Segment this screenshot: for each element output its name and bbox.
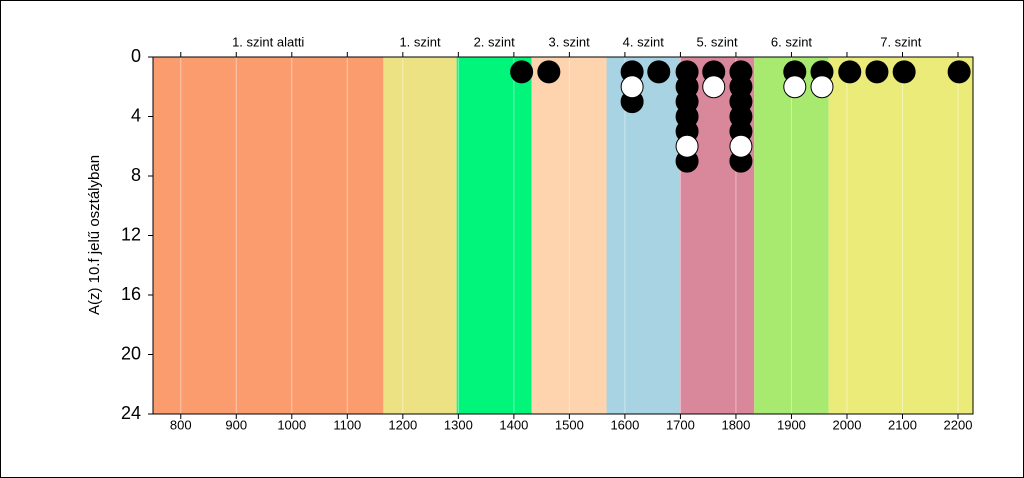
band bbox=[383, 57, 457, 414]
dot bbox=[702, 75, 726, 99]
dot bbox=[537, 60, 561, 84]
dot bbox=[892, 60, 916, 84]
band-label: 2. szint bbox=[474, 34, 516, 49]
band-label: 7. szint bbox=[880, 34, 922, 49]
x-tick-label: 1400 bbox=[499, 417, 528, 432]
y-tick-label: 4 bbox=[131, 105, 141, 125]
y-tick-label: 24 bbox=[121, 403, 141, 423]
y-axis-label: A(z) 10.f jelű osztályban bbox=[86, 155, 103, 315]
x-tick-label: 1000 bbox=[277, 417, 306, 432]
dot bbox=[675, 134, 699, 158]
band bbox=[153, 57, 384, 414]
dot bbox=[647, 60, 671, 84]
x-tick-label: 1100 bbox=[333, 417, 361, 432]
x-tick-label: 800 bbox=[170, 417, 192, 432]
band bbox=[606, 57, 680, 414]
x-tick-label: 2000 bbox=[833, 417, 862, 432]
x-tick-label: 2100 bbox=[888, 417, 917, 432]
dot bbox=[865, 60, 889, 84]
band bbox=[828, 57, 973, 414]
dot bbox=[947, 60, 971, 84]
band bbox=[754, 57, 829, 414]
dot bbox=[510, 60, 534, 84]
x-tick-label: 1700 bbox=[666, 417, 695, 432]
band bbox=[531, 57, 607, 414]
dot bbox=[783, 75, 807, 99]
x-tick-label: 900 bbox=[225, 417, 247, 432]
x-tick-label: 1800 bbox=[721, 417, 750, 432]
plot-border bbox=[152, 56, 974, 415]
y-tick-label: 8 bbox=[131, 165, 141, 185]
y-tick-label: 0 bbox=[131, 46, 141, 66]
y-tick-label: 20 bbox=[121, 343, 141, 363]
x-tick-label: 1500 bbox=[555, 417, 584, 432]
band-label: 3. szint bbox=[549, 34, 591, 49]
band-label: 6. szint bbox=[771, 34, 813, 49]
band bbox=[456, 57, 532, 414]
dot bbox=[838, 60, 862, 84]
dot bbox=[620, 75, 644, 99]
dot bbox=[810, 75, 834, 99]
x-tick-label: 1300 bbox=[444, 417, 473, 432]
band-label: 1. szint alatti bbox=[232, 34, 304, 49]
y-tick-label: 16 bbox=[121, 284, 141, 304]
dot bbox=[729, 134, 753, 158]
y-tick-label: 12 bbox=[121, 224, 141, 244]
x-tick-label: 1600 bbox=[610, 417, 639, 432]
x-tick-label: 1900 bbox=[777, 417, 806, 432]
band-label: 4. szint bbox=[623, 34, 665, 49]
band-label: 1. szint bbox=[399, 34, 441, 49]
x-tick-label: 2200 bbox=[944, 417, 973, 432]
band-label: 5. szint bbox=[696, 34, 738, 49]
x-tick-label: 1200 bbox=[388, 417, 417, 432]
